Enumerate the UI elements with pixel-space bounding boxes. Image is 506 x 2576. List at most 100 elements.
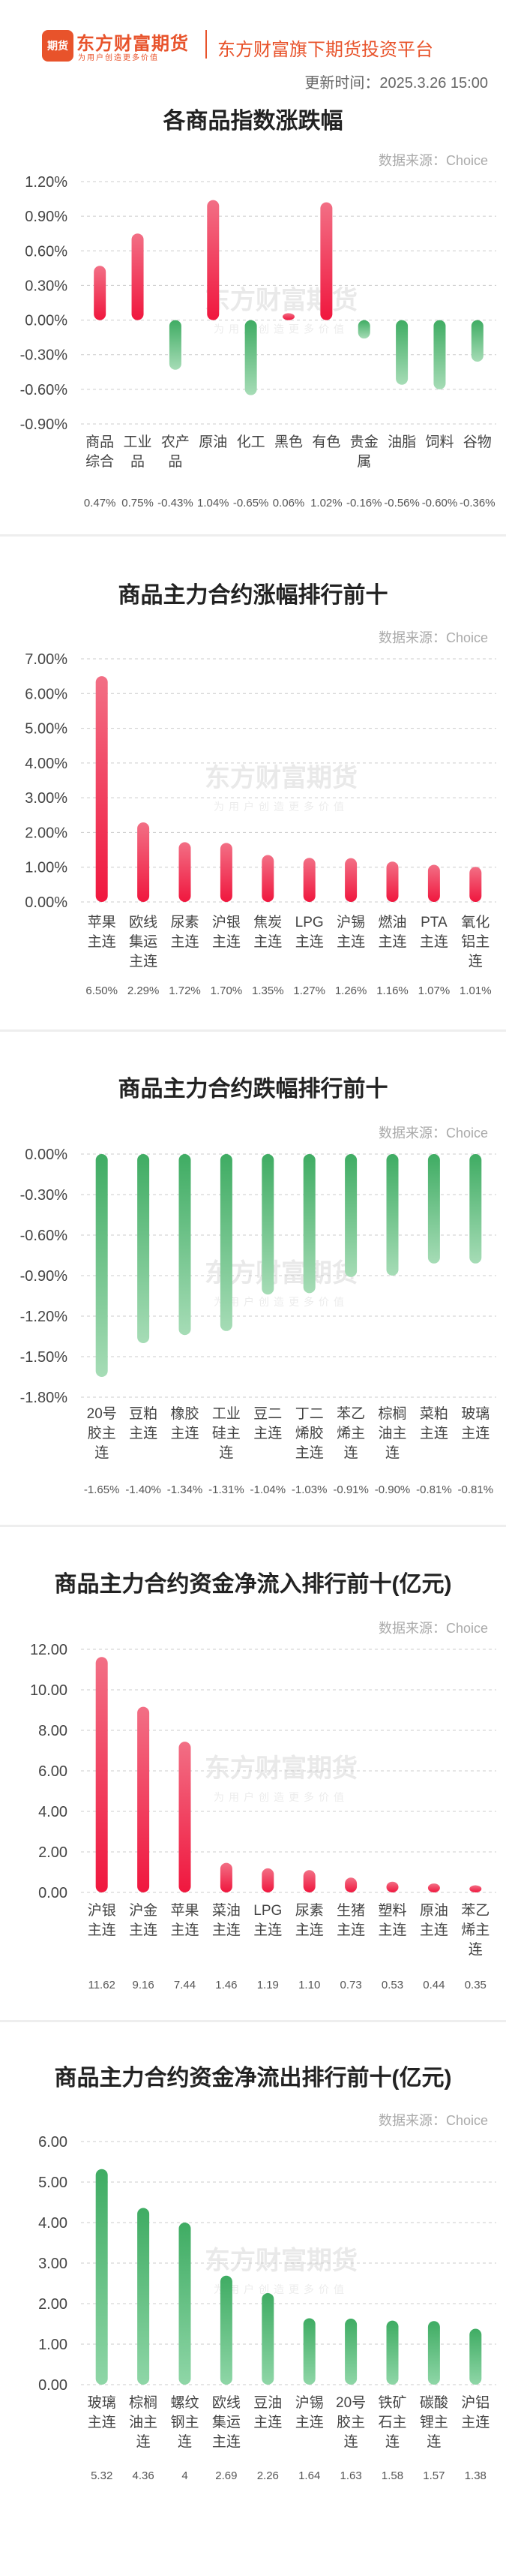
value-label: -0.81%	[458, 1483, 494, 1496]
bar-3	[220, 1154, 232, 1331]
value-label: 1.64	[298, 2469, 320, 2482]
category-label: 连	[136, 2433, 151, 2450]
watermark-subtext: 为用户创造更多价值	[214, 1296, 349, 1308]
category-label: 主连	[420, 933, 448, 950]
category-label: 化工	[237, 434, 265, 450]
bar-8	[427, 2321, 440, 2385]
bar-1	[137, 1706, 150, 1892]
bar-7	[386, 2320, 399, 2385]
bar-9	[469, 1885, 482, 1892]
value-label: 0.47%	[84, 497, 116, 509]
value-label: 1.07%	[418, 984, 451, 997]
y-tick-label: 0.00%	[25, 1147, 67, 1163]
category-label: 烯胶	[295, 1425, 324, 1441]
bar-0	[95, 676, 108, 902]
chart-title-top-losers: 商品主力合约跌幅排行前十	[118, 1077, 388, 1102]
value-label: -1.31%	[208, 1483, 244, 1496]
category-label: 燃油	[378, 914, 406, 930]
bar-2	[169, 320, 181, 370]
category-label: 沪银	[212, 914, 241, 930]
category-label: PTA	[421, 915, 448, 930]
bar-8	[396, 320, 409, 385]
value-label: 1.27%	[293, 984, 325, 997]
value-label: -0.36%	[460, 497, 496, 509]
bar-7	[358, 320, 370, 339]
category-label: 主连	[337, 933, 365, 950]
bar-3	[220, 843, 232, 902]
value-label: -0.16%	[346, 497, 382, 509]
bar-4	[262, 1154, 274, 1295]
category-label: 主连	[170, 933, 199, 950]
bar-2	[178, 1742, 191, 1892]
category-label: 尿素	[295, 1902, 324, 1919]
bar-7	[386, 1881, 399, 1892]
watermark-subtext: 为用户创造更多价值	[214, 1791, 349, 1803]
watermark-subtext: 为用户创造更多价值	[214, 801, 349, 813]
category-label: 有色	[312, 434, 340, 450]
bar-5	[303, 2318, 316, 2385]
category-label: 玻璃	[461, 1405, 490, 1422]
chart-title-net-outflow: 商品主力合约资金净流出排行前十(亿元)	[54, 2066, 452, 2091]
y-tick-label: 3.00	[38, 2256, 67, 2272]
y-tick-label: 4.00%	[25, 756, 67, 772]
value-label: 4	[181, 2469, 187, 2482]
category-label: 塑料	[378, 1902, 406, 1919]
y-tick-label: -1.50%	[20, 1349, 68, 1366]
category-label: 集运	[129, 933, 157, 950]
category-label: 连	[385, 2433, 400, 2450]
value-label: -0.65%	[233, 497, 269, 509]
watermark-text: 东方财富期货	[205, 1754, 358, 1783]
value-label: -0.60%	[422, 497, 458, 509]
value-label: 1.70%	[211, 984, 243, 997]
category-label: 连	[178, 2433, 192, 2450]
data-source-label: 数据来源：Choice	[378, 2113, 488, 2128]
category-label: 油主	[129, 2414, 157, 2430]
category-label: 主连	[295, 933, 324, 950]
category-label: 主连	[129, 1425, 157, 1441]
bar-4	[262, 2292, 274, 2385]
category-label: 综合	[85, 453, 114, 470]
value-label: 6.50%	[85, 984, 118, 997]
watermark-text: 东方财富期货	[205, 286, 358, 315]
y-tick-label: 2.00%	[25, 825, 67, 841]
category-label: 焦炭	[253, 914, 282, 930]
category-label: 主连	[420, 1922, 448, 1938]
category-label: 苹果	[88, 914, 116, 930]
value-label: 1.57	[423, 2469, 445, 2482]
bar-7	[386, 861, 399, 902]
category-label: 菜粕	[420, 1405, 448, 1422]
bar-1	[131, 233, 144, 320]
category-label: 20号	[336, 2395, 366, 2411]
watermark-subtext: 为用户创造更多价值	[214, 2283, 349, 2295]
y-tick-label: 4.00	[38, 1804, 67, 1820]
bar-6	[345, 1154, 358, 1277]
category-label: 品	[168, 454, 182, 470]
category-label: 石主	[378, 2414, 406, 2430]
category-label: 连	[385, 1444, 400, 1461]
category-label: 主连	[129, 1922, 157, 1938]
category-label: 工业	[124, 434, 152, 450]
category-label: 钢主	[170, 2414, 199, 2430]
category-label: 主连	[212, 1922, 241, 1938]
bar-7	[386, 1154, 399, 1276]
y-tick-label: -0.60%	[20, 1228, 68, 1244]
bar-3	[220, 2275, 232, 2385]
y-tick-label: 1.00	[38, 2337, 67, 2353]
y-tick-label: 8.00	[38, 1723, 67, 1739]
y-tick-label: 0.90%	[25, 209, 67, 225]
y-tick-label: 6.00	[38, 1763, 67, 1780]
category-label: 商品	[85, 434, 114, 450]
category-label: 苹果	[170, 1902, 199, 1919]
value-label: 11.62	[88, 1979, 115, 1991]
category-label: 主连	[461, 1425, 490, 1441]
value-label: 1.38	[465, 2469, 487, 2482]
category-label: 主连	[253, 1922, 282, 1938]
value-label: -0.43%	[157, 497, 193, 509]
update-time: 更新时间：2025.3.26 15:00	[304, 75, 488, 92]
bar-8	[427, 864, 440, 902]
category-label: 工业	[212, 1405, 241, 1422]
value-label: 4.36	[132, 2469, 154, 2482]
y-tick-label: -1.20%	[20, 1309, 68, 1325]
value-label: 1.35%	[252, 984, 284, 997]
value-label: 0.73	[340, 1979, 361, 1991]
